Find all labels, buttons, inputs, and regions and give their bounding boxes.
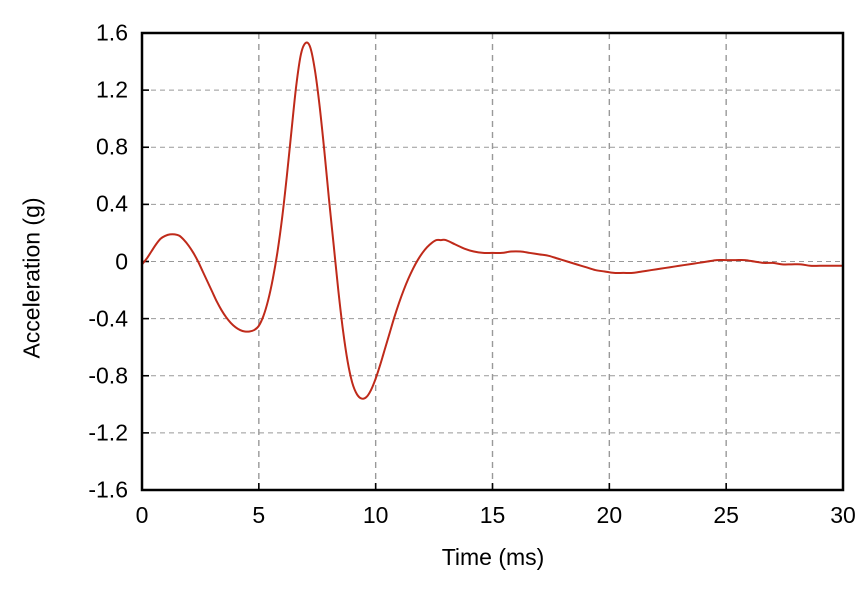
data-series-group — [142, 41, 843, 400]
plot-background — [142, 33, 843, 490]
x-tick-label: 0 — [135, 502, 149, 528]
y-tick-label: 1.2 — [96, 76, 128, 103]
axes-frame — [140, 31, 845, 492]
y-tick-label: 0.8 — [96, 133, 128, 160]
y-tick-label: 0.4 — [96, 190, 128, 217]
x-tick-label: 5 — [252, 502, 266, 528]
x-tick-label: 10 — [362, 502, 389, 528]
y-axis-title: Acceleration (g) — [18, 197, 45, 359]
x-tick-label: 15 — [479, 502, 506, 528]
series-line-0 — [142, 41, 843, 400]
y-tick-label: -0.4 — [88, 305, 128, 332]
y-tick-label: 1.6 — [96, 19, 128, 46]
x-axis-title: Time (ms) — [441, 544, 545, 570]
y-tick-label: -0.8 — [88, 362, 128, 389]
x-tick-label: 30 — [830, 502, 856, 528]
x-tick-label: 25 — [713, 502, 739, 528]
x-tick-label: 20 — [596, 502, 623, 528]
y-tick-label: 0 — [115, 248, 128, 274]
y-tick-label: -1.2 — [88, 419, 128, 446]
y-tick-label: -1.6 — [88, 476, 128, 503]
